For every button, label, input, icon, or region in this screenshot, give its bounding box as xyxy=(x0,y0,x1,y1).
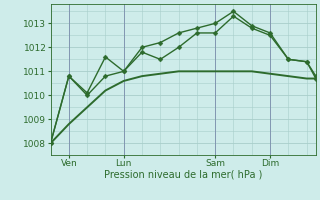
X-axis label: Pression niveau de la mer( hPa ): Pression niveau de la mer( hPa ) xyxy=(104,170,262,180)
